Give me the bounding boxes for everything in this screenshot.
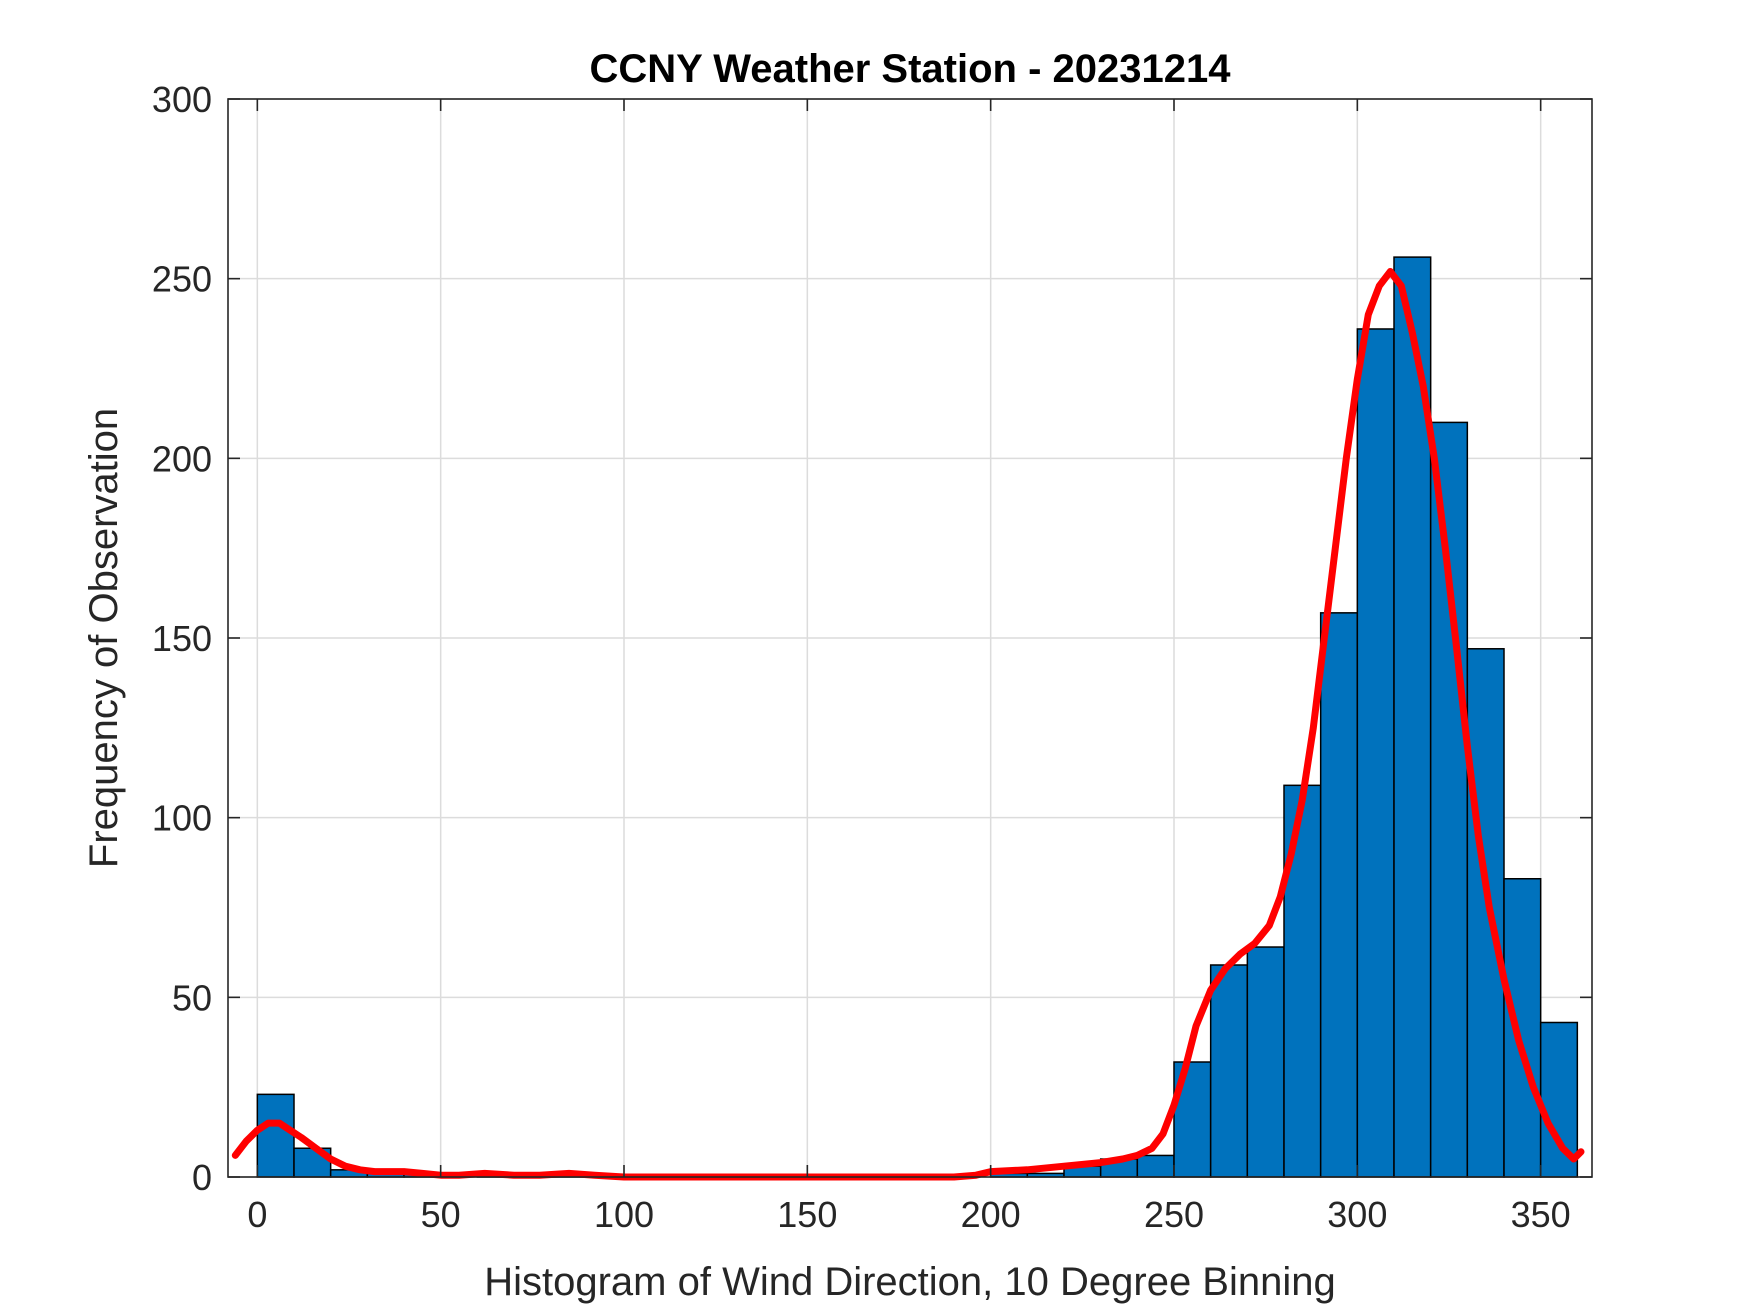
histogram-bar bbox=[1209, 964, 1249, 1178]
x-axis-label: Histogram of Wind Direction, 10 Degree B… bbox=[484, 1260, 1336, 1304]
y-tick-label: 0 bbox=[192, 1157, 212, 1198]
y-axis-label: Frequency of Observation bbox=[82, 408, 126, 868]
y-tick-label: 50 bbox=[172, 977, 212, 1018]
x-tick-label: 200 bbox=[961, 1194, 1021, 1235]
y-tick-label: 250 bbox=[152, 259, 212, 300]
x-tick-label: 150 bbox=[777, 1194, 837, 1235]
histogram-bar bbox=[256, 1093, 295, 1178]
histogram-bar bbox=[1429, 421, 1469, 1178]
axis-ticks bbox=[228, 98, 1592, 1178]
x-tick-label: 300 bbox=[1327, 1194, 1387, 1235]
y-tick-labels: 0 50 100 150 200 250 300 bbox=[152, 79, 212, 1198]
density-curve-layer bbox=[231, 268, 1585, 1181]
histogram-bar bbox=[1466, 648, 1505, 1178]
histogram-bar bbox=[1503, 878, 1542, 1178]
x-tick-label: 100 bbox=[594, 1194, 654, 1235]
x-tick-labels: 0 50 100 150 200 250 300 350 bbox=[247, 1194, 1570, 1235]
y-tick-label: 200 bbox=[152, 438, 212, 479]
x-tick-label: 250 bbox=[1144, 1194, 1204, 1235]
chart-title: CCNY Weather Station - 20231214 bbox=[590, 47, 1232, 91]
y-tick-label: 150 bbox=[152, 618, 212, 659]
y-tick-label: 300 bbox=[152, 79, 212, 120]
density-curve bbox=[231, 268, 1585, 1181]
histogram-bar bbox=[1356, 328, 1395, 1178]
histogram-bar bbox=[1246, 946, 1285, 1178]
histogram-bar bbox=[1283, 784, 1322, 1178]
y-tick-label: 100 bbox=[152, 798, 212, 839]
x-tick-label: 350 bbox=[1511, 1194, 1571, 1235]
histogram-bar bbox=[1136, 1154, 1175, 1178]
histogram-bar bbox=[1319, 612, 1359, 1178]
x-tick-label: 0 bbox=[247, 1194, 267, 1235]
x-tick-label: 50 bbox=[421, 1194, 461, 1235]
